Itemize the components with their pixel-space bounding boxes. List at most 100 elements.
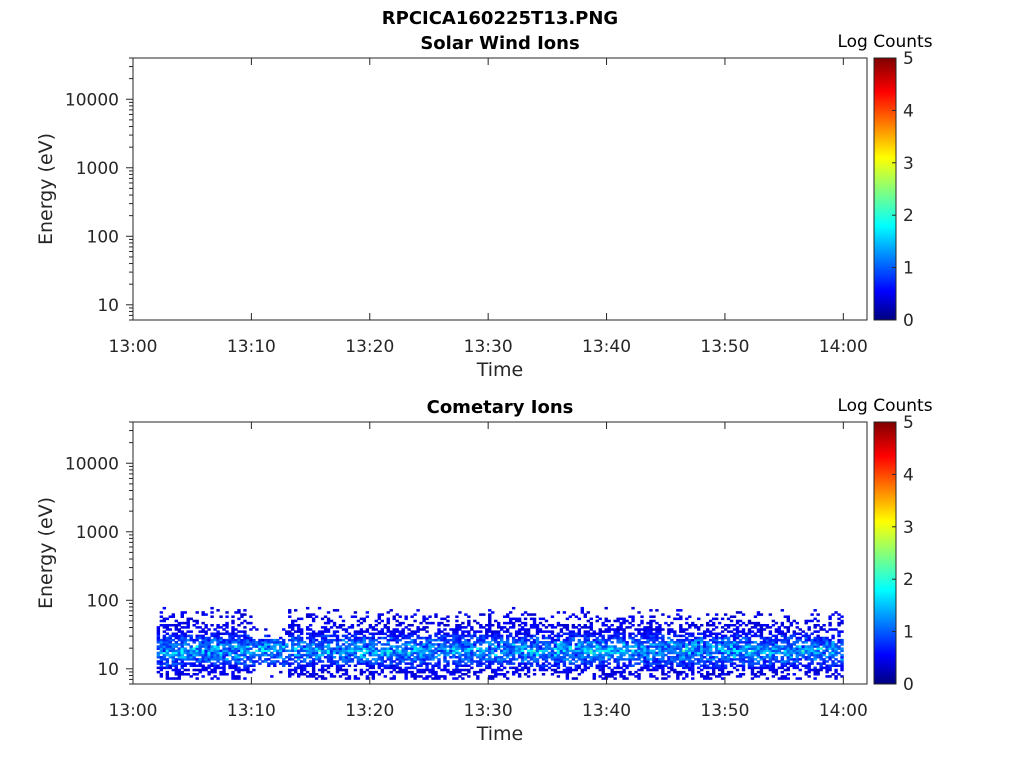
cometary-data-cell <box>219 636 223 640</box>
cometary-data-cell <box>323 655 328 659</box>
cometary-data-cell <box>404 649 408 653</box>
cometary-data-cell <box>828 641 832 644</box>
cometary-data-cell <box>613 647 617 650</box>
cometary-data-cell <box>765 666 770 670</box>
cometary-data-cell <box>783 636 787 640</box>
cometary-data-cell <box>234 653 238 657</box>
cometary-data-cell <box>691 668 695 672</box>
cometary-data-cell <box>816 619 820 623</box>
cometary-data-cell <box>171 632 175 636</box>
cometary-data-cell <box>759 613 764 616</box>
cometary-data-cell <box>768 649 773 653</box>
cometary-data-cell <box>658 632 662 636</box>
cometary-data-cell <box>810 645 814 648</box>
cometary-data-cell <box>473 643 477 646</box>
cometary-data-cell <box>464 643 468 646</box>
cometary-data-cell <box>288 653 292 657</box>
cometary-data-cell <box>795 638 799 642</box>
cometary-data-cell <box>288 655 292 659</box>
cometary-data-cell <box>586 651 590 655</box>
cometary-data-cell <box>631 636 635 640</box>
cometary-data-cell <box>780 660 785 663</box>
cometary-data-cell <box>562 670 567 674</box>
cometary-data-cell <box>583 668 587 672</box>
cometary-data-cell <box>571 626 576 629</box>
cometary-data-cell <box>341 658 346 661</box>
cometary-data-cell <box>759 634 764 638</box>
cometary-data-cell <box>326 666 331 670</box>
cometary-data-cell <box>631 649 635 653</box>
cometary-data-cell <box>753 658 758 661</box>
cometary-data-cell <box>550 649 555 653</box>
cometary-data-cell <box>562 638 567 642</box>
cometary-data-cell <box>568 641 573 644</box>
cometary-data-cell <box>738 658 743 661</box>
cometary-data-cell <box>252 651 256 655</box>
cometary-data-cell <box>777 647 782 650</box>
cometary-data-cell <box>380 632 384 636</box>
cometary-data-cell <box>443 645 447 648</box>
cometary-data-cell <box>222 647 226 650</box>
cometary-data-cell <box>535 643 540 646</box>
cometary-data-cell <box>302 647 307 650</box>
cometary-data-cell <box>246 638 250 642</box>
cometary-data-cell <box>332 651 337 655</box>
cometary-data-cell <box>813 636 817 640</box>
cometary-data-cell <box>753 653 758 657</box>
cometary-data-cell <box>497 623 501 627</box>
cometary-data-cell <box>586 649 590 653</box>
cometary-data-cell <box>529 645 534 648</box>
cometary-data-cell <box>335 668 340 672</box>
cometary-data-cell <box>368 638 373 642</box>
cometary-data-cell <box>756 643 761 646</box>
cometary-data-cell <box>670 662 674 665</box>
cometary-data-cell <box>685 673 689 676</box>
cometary-data-cell <box>649 623 653 627</box>
cometary-data-cell <box>195 660 199 663</box>
solar-wind-colorbar-tick-label: 2 <box>903 206 914 226</box>
cometary-data-cell <box>756 649 761 653</box>
cometary-data-cell <box>425 655 429 659</box>
cometary-data-cell <box>320 651 325 655</box>
cometary-data-cell <box>556 651 561 655</box>
cometary-data-cell <box>162 619 167 623</box>
cometary-data-cell <box>676 645 680 648</box>
cometary-data-cell <box>547 653 552 657</box>
cometary-data-cell <box>810 647 814 650</box>
cometary-data-cell <box>643 649 647 653</box>
cometary-data-cell <box>464 613 468 616</box>
cometary-data-cell <box>246 651 250 655</box>
cometary-data-cell <box>655 662 659 665</box>
cometary-data-cell <box>299 673 304 676</box>
cometary-data-cell <box>159 658 164 661</box>
cometary-data-cell <box>595 658 599 661</box>
cometary-data-cell <box>556 611 561 614</box>
cometary-data-cell <box>258 662 262 665</box>
cometary-data-cell <box>210 651 214 655</box>
cometary-data-cell <box>741 636 746 640</box>
cometary-data-cell <box>183 662 187 665</box>
cometary-data-cell <box>652 658 656 661</box>
cometary-data-cell <box>786 647 790 650</box>
cometary-data-cell <box>234 675 238 678</box>
cometary-data-cell <box>497 662 501 665</box>
cometary-data-cell <box>461 643 465 646</box>
cometary-data-cell <box>168 655 173 659</box>
cometary-data-cell <box>302 658 307 661</box>
cometary-data-cell <box>804 638 808 642</box>
cometary-data-cell <box>717 675 722 678</box>
cometary-data-cell <box>825 670 829 674</box>
cometary-data-cell <box>801 655 805 659</box>
cometary-data-cell <box>700 641 704 644</box>
cometary-data-cell <box>825 638 829 642</box>
cometary-data-cell <box>165 641 170 644</box>
cometary-data-cell <box>458 645 462 648</box>
cometary-data-cell <box>694 643 698 646</box>
cometary-data-cell <box>258 653 262 657</box>
cometary-data-cell <box>732 623 737 627</box>
cometary-data-cell <box>452 641 456 644</box>
cometary-data-cell <box>789 651 793 655</box>
cometary-data-cell <box>162 641 167 644</box>
figure-title: RPCICA160225T13.PNG <box>382 8 618 29</box>
cometary-data-cell <box>655 630 659 633</box>
